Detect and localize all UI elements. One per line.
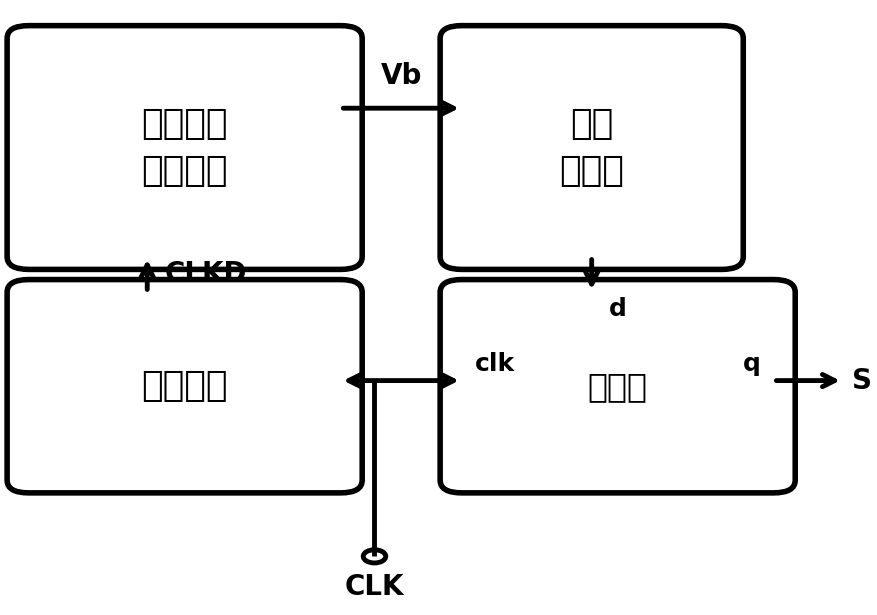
Text: d: d	[609, 297, 626, 322]
Text: 延迟单元: 延迟单元	[141, 369, 228, 403]
FancyBboxPatch shape	[7, 280, 362, 493]
FancyBboxPatch shape	[439, 280, 795, 493]
Text: clk: clk	[474, 352, 514, 376]
Text: Vb: Vb	[380, 63, 421, 90]
FancyBboxPatch shape	[439, 26, 743, 269]
FancyBboxPatch shape	[7, 26, 362, 269]
Text: CLK: CLK	[345, 573, 403, 601]
Text: 模数
转换器: 模数 转换器	[559, 107, 624, 188]
Text: 温度开关
核心模块: 温度开关 核心模块	[141, 107, 228, 188]
Text: S: S	[851, 367, 871, 395]
Text: q: q	[742, 352, 759, 376]
Text: CLKD: CLKD	[164, 261, 246, 288]
Text: 触发器: 触发器	[587, 370, 647, 403]
